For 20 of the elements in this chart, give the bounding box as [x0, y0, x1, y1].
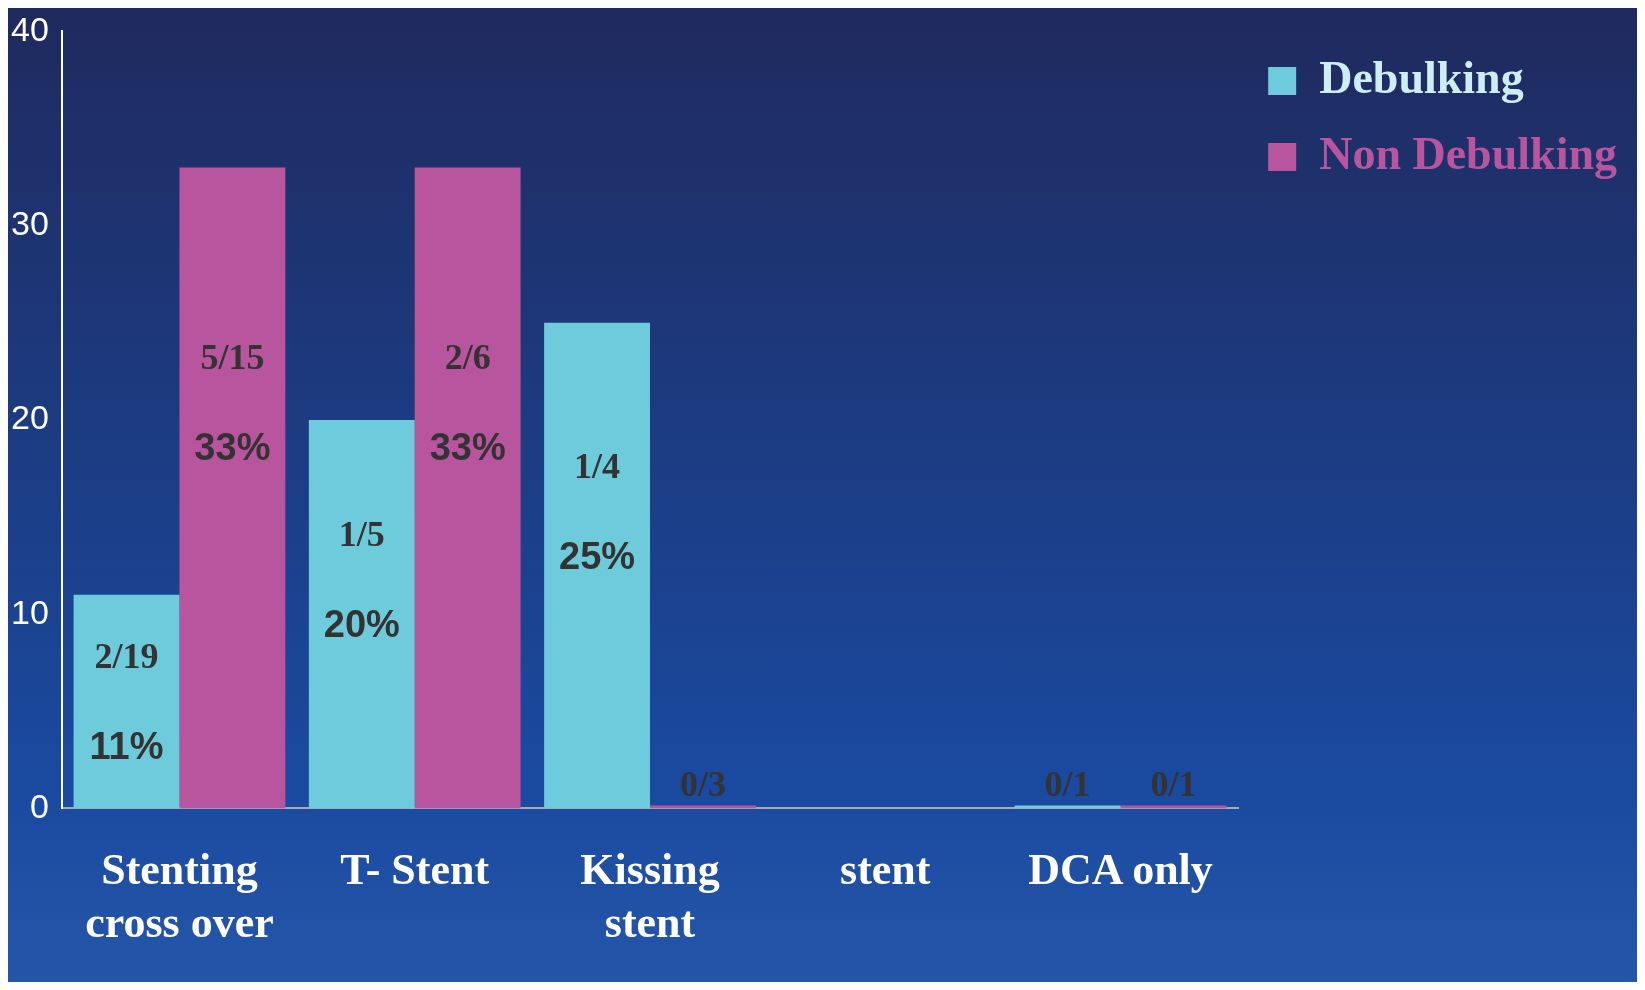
y-tick-label: 30: [10, 204, 49, 243]
x-tick-label: Stenting cross over: [85, 845, 274, 947]
y-tick-label: 10: [10, 592, 49, 631]
x-tick-label: Kissing stent: [580, 845, 720, 947]
y-tick-label: 20: [10, 398, 49, 437]
y-tick-label: 40: [10, 9, 49, 48]
text: 2/6 33%: [429, 336, 506, 469]
legend-label: Debulking: [1319, 51, 1524, 103]
text: 5/15 33%: [194, 336, 271, 469]
text: 2/19 11%: [89, 636, 164, 768]
text: 1/5 20%: [323, 513, 400, 645]
data-label: 0/3: [679, 763, 726, 804]
x-tick-label: stent: [840, 845, 931, 895]
text: 1/4 25%: [559, 445, 636, 577]
x-tick-label: DCA only: [1028, 845, 1213, 895]
legend-label: Non Debulking: [1319, 127, 1618, 179]
y-tick-label: 0: [29, 786, 49, 825]
data-label: 0/1: [1150, 763, 1197, 804]
data-label: 0/1: [1044, 763, 1091, 804]
x-tick-label: T- Stent: [340, 845, 490, 895]
